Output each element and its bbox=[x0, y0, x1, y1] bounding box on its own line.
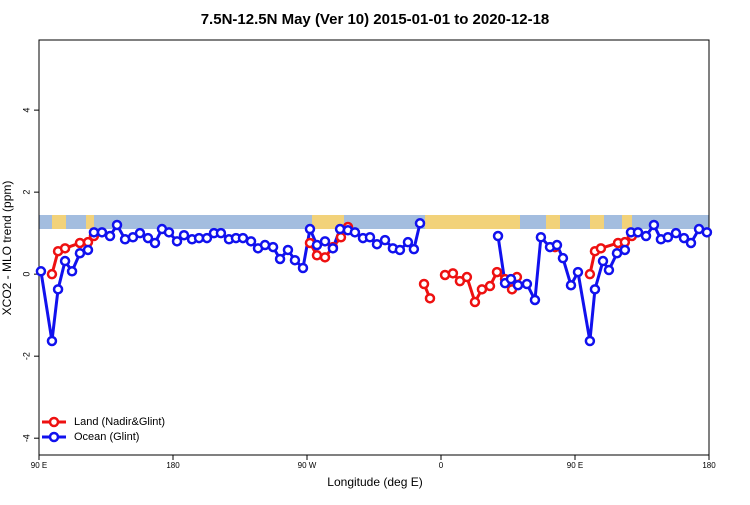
data-point bbox=[584, 335, 596, 347]
data-point bbox=[59, 243, 71, 254]
data-point bbox=[529, 294, 541, 306]
data-point bbox=[74, 237, 86, 249]
data-point bbox=[319, 252, 331, 263]
data-point bbox=[461, 271, 473, 283]
data-point bbox=[476, 284, 488, 295]
series-line bbox=[50, 226, 633, 306]
data-point bbox=[484, 280, 496, 292]
data-point bbox=[685, 237, 697, 249]
data-point bbox=[648, 219, 660, 231]
data-point bbox=[171, 236, 183, 247]
data-point bbox=[371, 238, 383, 250]
data-point bbox=[267, 241, 279, 253]
data-point bbox=[595, 243, 607, 254]
data-point bbox=[245, 236, 257, 247]
data-point bbox=[163, 227, 175, 238]
data-point bbox=[178, 229, 190, 241]
data-point bbox=[52, 284, 64, 295]
x-tick-label: 180 bbox=[702, 461, 716, 470]
data-point bbox=[297, 262, 309, 274]
data-point bbox=[505, 273, 517, 285]
data-point bbox=[603, 264, 615, 276]
x-tick-label: 90 W bbox=[298, 461, 317, 470]
data-point bbox=[557, 252, 569, 264]
y-tick-label: 4 bbox=[21, 108, 31, 113]
legend-label: Ocean (Glint) bbox=[74, 431, 139, 443]
data-point bbox=[46, 335, 58, 347]
data-point bbox=[46, 268, 58, 280]
data-point bbox=[134, 227, 146, 239]
data-point bbox=[149, 237, 161, 249]
data-point bbox=[447, 268, 459, 279]
data-point bbox=[319, 236, 331, 247]
data-point bbox=[59, 255, 71, 267]
chart-title: 7.5N-12.5N May (Ver 10) 2015-01-01 to 20… bbox=[201, 11, 550, 28]
data-point bbox=[215, 227, 227, 239]
data-point bbox=[408, 243, 420, 255]
data-point bbox=[535, 231, 547, 243]
data-point bbox=[66, 266, 78, 277]
data-point bbox=[597, 255, 609, 267]
data-point bbox=[335, 231, 347, 243]
data-point bbox=[364, 231, 376, 243]
y-tick-label: 0 bbox=[21, 272, 31, 277]
data-point bbox=[512, 279, 524, 291]
map-strip bbox=[39, 215, 709, 229]
data-point bbox=[289, 254, 301, 266]
data-point bbox=[491, 266, 503, 278]
data-point bbox=[311, 250, 323, 261]
data-point bbox=[492, 230, 504, 242]
data-point bbox=[640, 230, 652, 242]
x-tick-label: 90 E bbox=[31, 461, 47, 470]
data-point bbox=[572, 266, 584, 278]
data-point bbox=[282, 244, 294, 256]
data-point bbox=[274, 253, 286, 265]
data-point bbox=[402, 236, 414, 248]
data-point bbox=[565, 279, 577, 291]
data-point bbox=[418, 278, 430, 290]
y-axis-label: XCO2 - MLO trend (ppm) bbox=[0, 181, 14, 316]
legend-marker bbox=[48, 431, 60, 443]
data-point bbox=[619, 244, 631, 256]
data-point bbox=[678, 232, 690, 244]
data-point bbox=[379, 234, 391, 246]
data-point bbox=[96, 227, 108, 238]
data-point bbox=[521, 278, 533, 290]
data-point bbox=[394, 244, 406, 256]
legend-marker bbox=[48, 416, 60, 428]
data-point bbox=[349, 227, 361, 238]
data-point bbox=[237, 232, 249, 244]
legend-label: Land (Nadir&Glint) bbox=[74, 416, 165, 428]
data-point bbox=[104, 230, 116, 242]
data-point bbox=[701, 227, 713, 238]
data-point bbox=[414, 218, 426, 229]
data-point bbox=[259, 239, 271, 251]
y-tick-label: -2 bbox=[21, 352, 31, 360]
x-tick-label: 0 bbox=[439, 461, 444, 470]
x-tick-label: 90 E bbox=[567, 461, 583, 470]
data-point bbox=[201, 232, 213, 244]
x-axis-label: Longitude (deg E) bbox=[327, 475, 422, 489]
data-point bbox=[551, 239, 563, 251]
data-point bbox=[584, 268, 596, 280]
data-point bbox=[589, 284, 601, 295]
data-point bbox=[311, 239, 323, 251]
plot-frame bbox=[38, 39, 710, 456]
data-point bbox=[111, 219, 123, 231]
data-point bbox=[632, 227, 644, 238]
data-point bbox=[35, 266, 47, 277]
data-point bbox=[304, 223, 316, 235]
data-point bbox=[74, 247, 86, 259]
data-point bbox=[662, 231, 674, 243]
data-point bbox=[424, 293, 436, 304]
data-point bbox=[469, 296, 481, 308]
data-point bbox=[82, 244, 94, 256]
y-tick-label: 2 bbox=[21, 190, 31, 195]
x-tick-label: 180 bbox=[166, 461, 180, 470]
data-point bbox=[670, 227, 682, 239]
data-point bbox=[327, 243, 339, 254]
data-point bbox=[142, 232, 154, 244]
y-tick-label: -4 bbox=[21, 434, 31, 442]
